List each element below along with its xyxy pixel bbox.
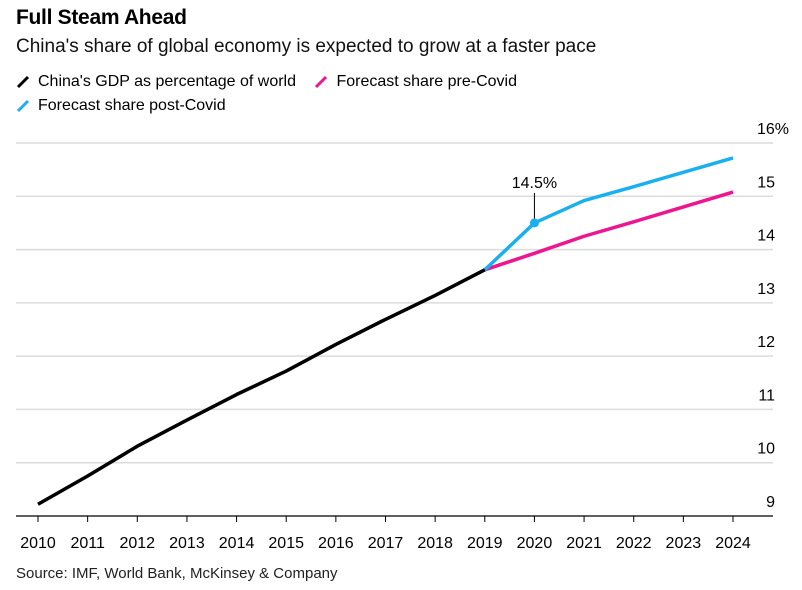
x-tick-label: 2019 — [467, 535, 503, 552]
legend-swatch-post-covid-icon — [16, 99, 30, 113]
y-tick-label: 10 — [757, 441, 775, 458]
legend-swatch-gdp-line — [16, 75, 30, 89]
annotations: 14.5% — [512, 175, 557, 228]
series-line-china-s-gdp-as-percentage-of-world — [37, 268, 486, 506]
x-tick-label: 2010 — [20, 535, 56, 552]
x-tick-label: 2011 — [70, 535, 105, 552]
series-line-forecast-share-post-covid — [483, 156, 734, 272]
legend-item-gdp: China's GDP as percentage of world — [16, 70, 296, 94]
y-tick-label: 14 — [757, 228, 775, 245]
x-tick-label: 2021 — [566, 535, 602, 552]
series-lines — [37, 156, 734, 506]
x-tick-label: 2016 — [318, 535, 354, 552]
x-tick-label: 2017 — [368, 535, 404, 552]
y-tick-label: 11 — [758, 387, 775, 404]
series-line-forecast-share-pre-covid — [484, 190, 734, 272]
legend-swatch-gdp-icon — [16, 75, 30, 89]
x-tick-label: 2024 — [715, 535, 751, 552]
legend: China's GDP as percentage of world Forec… — [16, 70, 716, 118]
x-tick-label: 2020 — [517, 535, 553, 552]
x-tick-label: 2018 — [417, 535, 453, 552]
legend-swatch-pre-covid-icon — [315, 75, 328, 89]
y-tick-label: 16% — [757, 121, 789, 138]
legend-item-pre-covid: Forecast share pre-Covid — [314, 70, 517, 94]
y-tick-label: 15 — [757, 174, 775, 191]
legend-label-post-covid: Forecast share post-Covid — [38, 97, 226, 114]
annotation-label: 14.5% — [512, 175, 557, 192]
y-tick-label: 13 — [757, 281, 775, 298]
x-tick-label: 2023 — [666, 535, 702, 552]
x-axis: 2010 2011 2012 2013 2014 2015 2016 2017 2018 2019… — [16, 515, 773, 552]
x-tick-label: 2012 — [119, 535, 155, 552]
legend-swatch-pre-covid-line — [315, 75, 328, 89]
gridlines — [16, 142, 773, 464]
x-tick-label: 2022 — [616, 535, 652, 552]
legend-swatch-post-covid-line — [16, 99, 30, 113]
x-tick-label: 2015 — [268, 535, 304, 552]
legend-label-pre-covid: Forecast share pre-Covid — [336, 73, 517, 90]
x-tick-label: 2013 — [169, 535, 205, 552]
y-tick-label: 9 — [766, 494, 775, 511]
chart-title: Full Steam Ahead — [16, 6, 187, 29]
legend-item-post-covid: Forecast share post-Covid — [16, 94, 226, 118]
source-note: Source: IMF, World Bank, McKinsey & Comp… — [16, 565, 338, 582]
chart-subtitle: China's share of global economy is expec… — [16, 36, 597, 57]
y-tick-label: 12 — [757, 334, 775, 351]
annotation-point — [529, 218, 539, 228]
y-axis-labels: 9 10 11 12 13 14 15 16% — [757, 121, 789, 511]
x-tick-label: 2014 — [219, 535, 255, 552]
legend-label-gdp: China's GDP as percentage of world — [38, 73, 297, 90]
